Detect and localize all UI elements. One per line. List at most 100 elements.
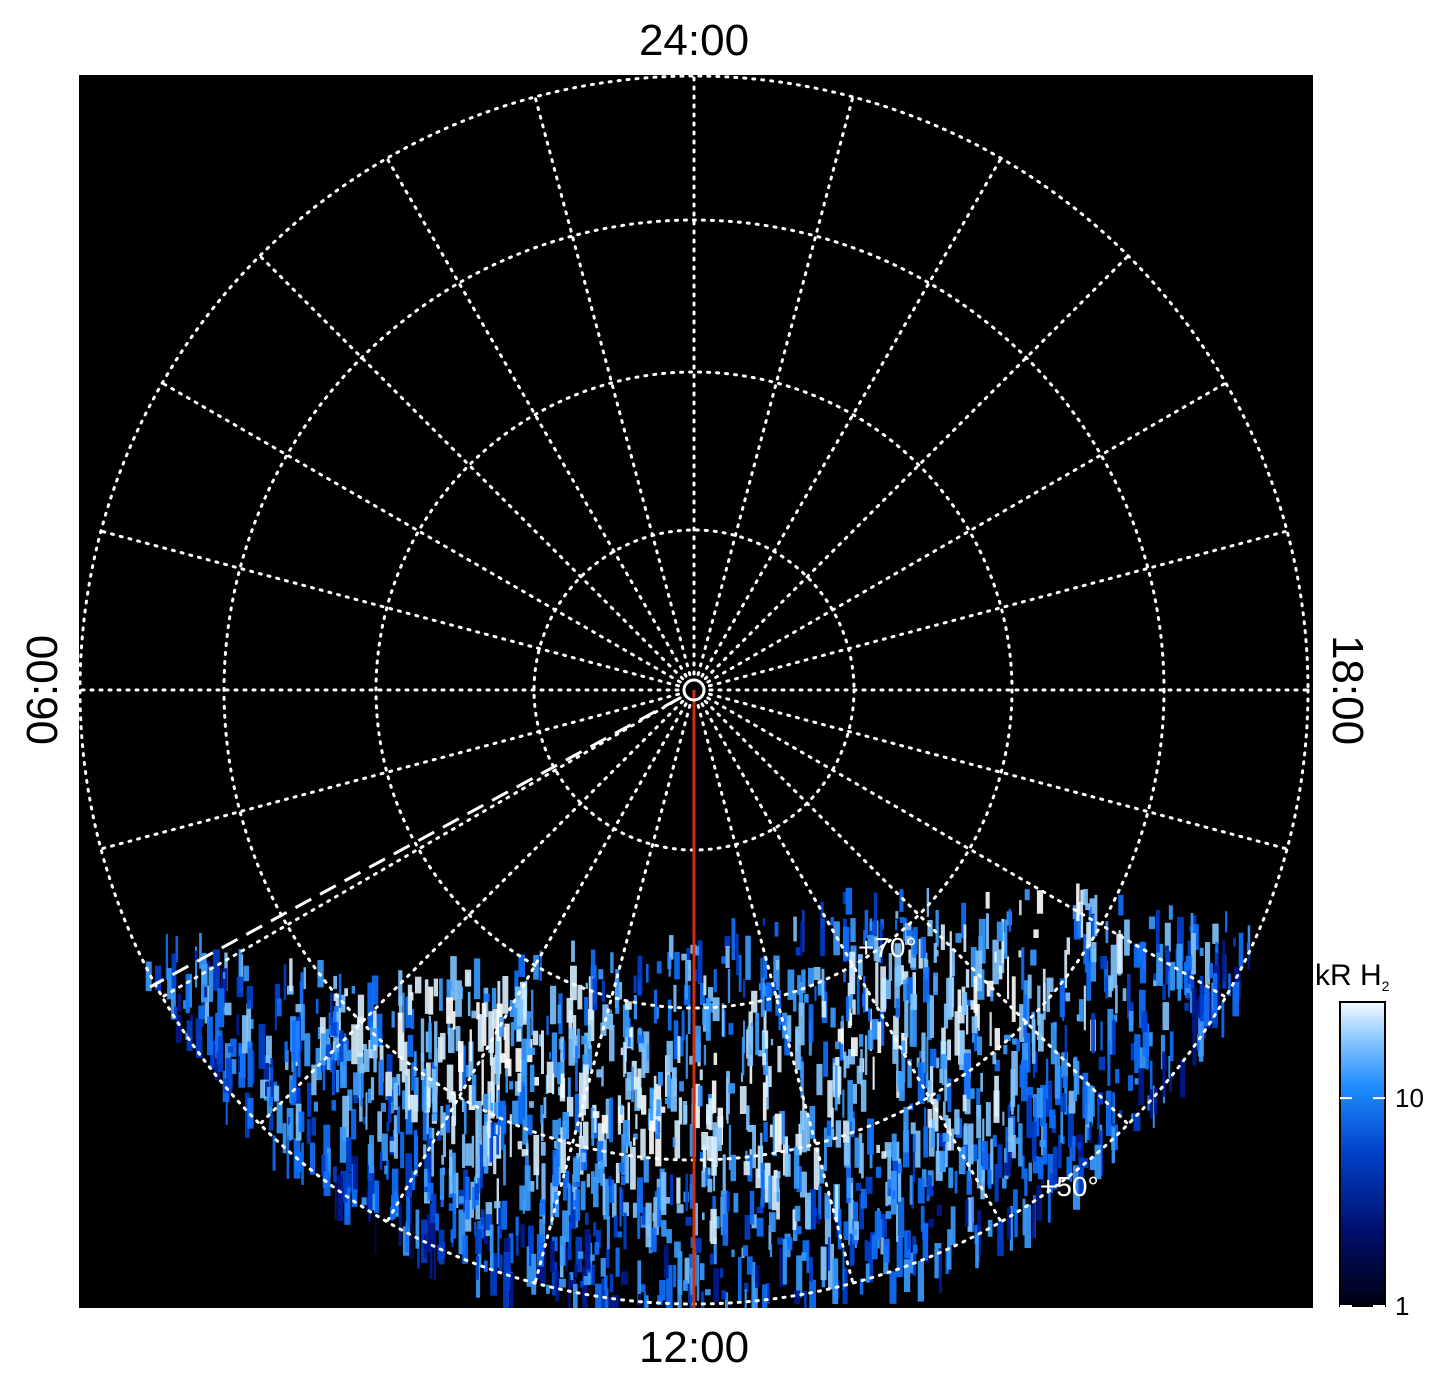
emission-pixel	[195, 946, 198, 988]
emission-pixel	[847, 1080, 853, 1122]
emission-pixel	[944, 1055, 948, 1102]
emission-pixel	[590, 966, 593, 990]
emission-pixel	[706, 1136, 714, 1161]
emission-pixel	[1045, 1080, 1053, 1112]
emission-pixel	[645, 1202, 652, 1248]
emission-pixel	[344, 988, 348, 997]
emission-pixel	[821, 1001, 827, 1018]
emission-pixel	[483, 987, 489, 1017]
emission-pixel	[539, 950, 542, 981]
emission-pixel	[236, 976, 244, 998]
emission-pixel	[765, 1076, 768, 1098]
emission-pixel	[405, 1106, 413, 1135]
emission-pixel	[322, 1045, 326, 1091]
emission-pixel	[851, 1037, 858, 1057]
emission-pixel	[624, 1154, 630, 1184]
emission-pixel	[807, 967, 815, 987]
emission-pixel	[848, 1199, 854, 1246]
emission-pixel	[420, 1018, 425, 1062]
emission-pixel	[904, 1000, 909, 1038]
emission-pixel	[760, 957, 763, 1001]
emission-pixel	[605, 1098, 612, 1139]
emission-pixel	[560, 1036, 565, 1061]
emission-pixel	[573, 1283, 578, 1308]
emission-pixel	[760, 977, 765, 1017]
emission-pixel	[659, 1106, 666, 1113]
emission-pixel	[653, 989, 658, 1024]
emission-pixel	[756, 1217, 764, 1237]
emission-pixel	[415, 976, 422, 994]
emission-pixel	[567, 1221, 572, 1261]
emission-pixel	[1072, 905, 1077, 919]
emission-pixel	[391, 1168, 399, 1213]
emission-pixel	[950, 949, 955, 977]
emission-pixel	[1024, 1168, 1028, 1197]
emission-pixel	[828, 1243, 834, 1290]
emission-pixel	[584, 996, 589, 1026]
emission-pixel	[795, 1133, 802, 1156]
emission-pixel	[275, 983, 281, 1004]
emission-pixel	[782, 1012, 788, 1039]
meridian	[385, 156, 688, 678]
emission-pixel	[1169, 961, 1176, 991]
emission-pixel	[728, 1023, 734, 1035]
emission-pixel	[1031, 1019, 1036, 1064]
time-label: 12:00	[639, 1323, 749, 1372]
emission-pixel	[542, 1211, 546, 1224]
emission-pixel	[936, 1133, 939, 1174]
emission-pixel	[867, 1241, 874, 1283]
emission-pixel	[652, 1212, 656, 1222]
emission-pixel	[912, 927, 918, 955]
emission-pixel	[966, 1005, 969, 1035]
emission-pixel	[1118, 1110, 1123, 1117]
emission-pixel	[975, 950, 983, 992]
emission-pixel	[655, 1119, 659, 1135]
emission-pixel	[613, 1215, 618, 1238]
emission-pixel	[939, 1151, 946, 1172]
emission-pixel	[818, 1185, 822, 1220]
emission-pixel	[1049, 1173, 1054, 1187]
emission-pixel	[1167, 971, 1171, 998]
emission-pixel	[641, 1207, 648, 1225]
emission-pixel	[515, 986, 522, 1008]
emission-pixel	[685, 961, 688, 1000]
emission-pixel	[590, 949, 596, 987]
emission-pixel	[465, 1065, 471, 1078]
emission-pixel	[674, 952, 680, 980]
emission-pixel	[509, 1081, 514, 1090]
emission-pixel	[1011, 1081, 1014, 1115]
emission-pixel	[705, 1289, 711, 1296]
emission-pixel	[637, 1260, 642, 1305]
emission-pixel	[809, 1106, 816, 1139]
emission-pixel	[637, 1197, 641, 1239]
emission-pixel	[971, 1016, 978, 1034]
emission-pixel	[424, 979, 429, 1014]
emission-pixel	[620, 1047, 624, 1056]
emission-pixel	[869, 918, 873, 931]
emission-pixel	[406, 1188, 410, 1234]
emission-pixel	[513, 1003, 517, 1031]
emission-pixel	[653, 1197, 659, 1236]
emission-pixel	[393, 1082, 398, 1111]
emission-pixel	[1089, 948, 1097, 982]
emission-pixel	[657, 1071, 663, 1086]
emission-pixel	[204, 986, 208, 998]
emission-pixel	[673, 984, 677, 1012]
emission-pixel	[814, 986, 817, 1001]
meridian	[696, 95, 855, 677]
emission-pixel	[968, 1157, 971, 1183]
emission-pixel	[576, 1153, 580, 1163]
emission-pixel	[968, 1088, 975, 1099]
emission-pixel	[980, 1072, 983, 1092]
emission-pixel	[559, 1235, 566, 1266]
emission-pixel	[572, 1199, 577, 1207]
emission-pixel	[1006, 1207, 1011, 1240]
emission-pixel	[747, 1026, 753, 1067]
emission-pixel	[763, 1061, 769, 1075]
emission-pixel	[569, 1185, 577, 1229]
emission-pixel	[606, 1248, 610, 1268]
emission-pixel	[689, 1268, 695, 1307]
emission-pixel	[582, 1054, 589, 1073]
emission-pixel	[385, 1071, 392, 1097]
